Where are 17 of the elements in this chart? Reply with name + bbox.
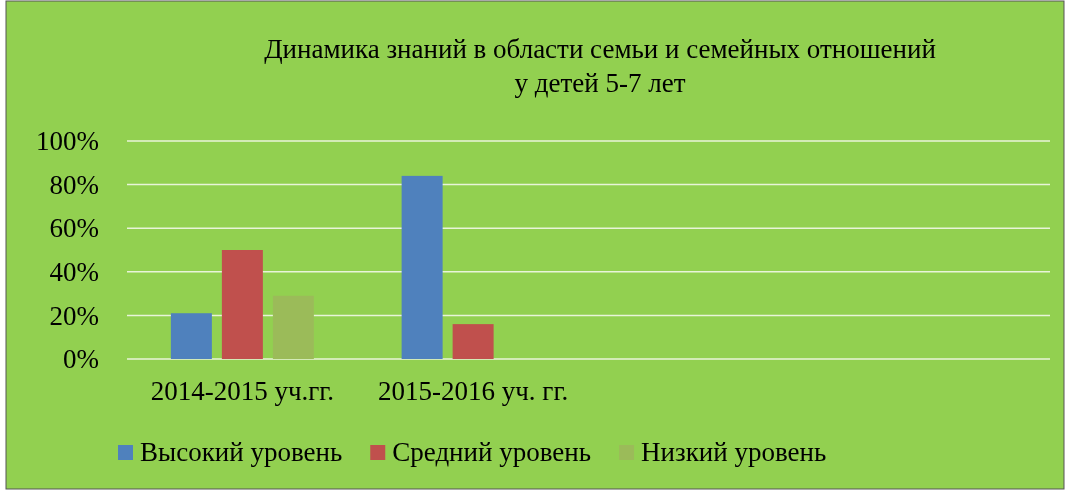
bar [170, 313, 212, 359]
bar [452, 324, 494, 359]
legend-label: Средний уровень [392, 437, 592, 467]
y-tick-label: 60% [49, 213, 99, 244]
y-tick-label: 20% [49, 300, 99, 331]
legend-label: Низкий уровень [641, 437, 827, 467]
chart-title: Динамика знаний в области семьи и семейных отношений у детей 5-7 лет [264, 34, 936, 98]
x-tick-label: 2015-2016 уч. гг. [378, 376, 569, 407]
x-tick-label: 2014-2015 уч.гг. [150, 376, 335, 407]
bar [401, 175, 443, 359]
bar [272, 295, 314, 359]
y-tick-label: 100% [36, 126, 99, 157]
bar [221, 250, 263, 359]
y-tick-label: 80% [49, 169, 99, 200]
y-tick-label: 0% [63, 344, 99, 375]
y-tick-label: 40% [49, 256, 99, 287]
legend-label: Высокий уровень [140, 437, 343, 467]
